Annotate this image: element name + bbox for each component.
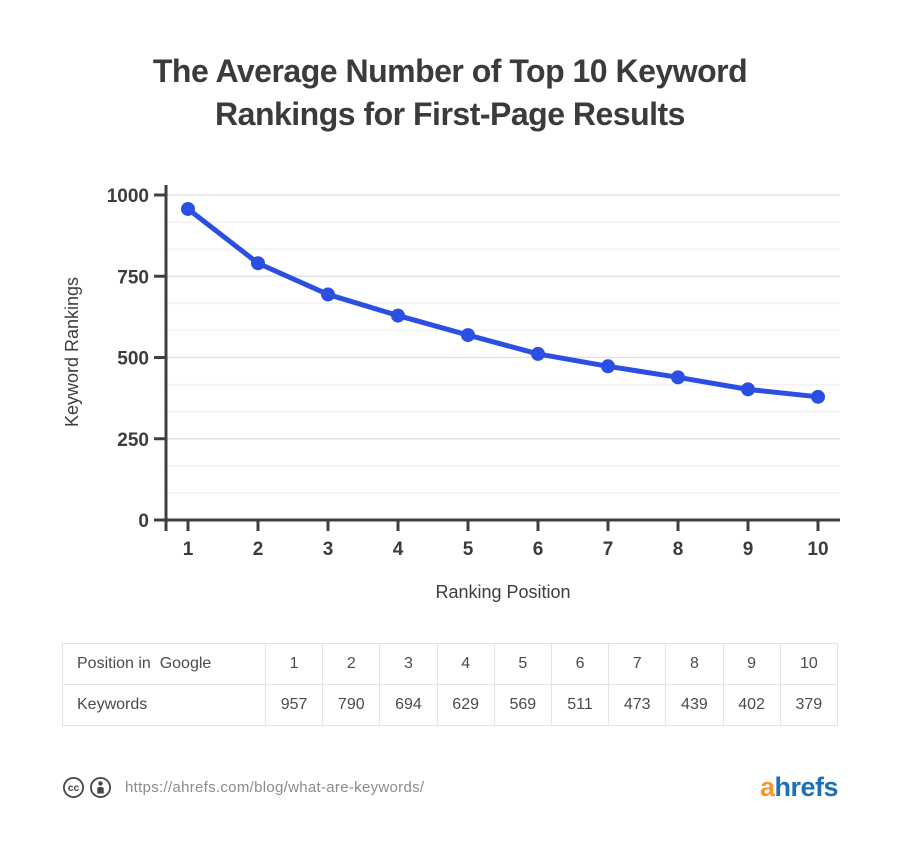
y-tick-label: 500 <box>117 349 149 370</box>
data-point <box>181 201 195 216</box>
cc-icon: cc <box>63 776 84 798</box>
value-cell: 7 <box>608 643 667 685</box>
data-point <box>671 370 685 385</box>
axes <box>154 185 840 531</box>
license-icons: cc <box>62 776 112 799</box>
rankings-table-body: Position in Google 1 2 3 4 5 6 7 8 9 10 Keywords 957… <box>62 643 839 726</box>
y-tick-label: 750 <box>117 267 149 288</box>
y-tick-label: 1000 <box>107 186 149 207</box>
row-label-cell: Keywords <box>62 684 266 726</box>
svg-text:cc: cc <box>68 782 80 793</box>
value-cell: 5 <box>493 643 552 685</box>
x-tick-label: 8 <box>673 539 684 560</box>
data-point <box>531 346 545 361</box>
value-cell: 8 <box>665 643 724 685</box>
y-tick-label: 0 <box>138 511 149 532</box>
data-point <box>461 328 475 343</box>
source-url: https://ahrefs.com/blog/what-are-keyword… <box>125 778 425 796</box>
x-tick-label: 10 <box>807 539 828 560</box>
ahrefs-logo: ahrefs <box>759 771 839 803</box>
x-tick-label: 2 <box>253 539 264 560</box>
x-tick-labels: 1 2 3 4 5 6 7 8 9 10 <box>183 539 829 560</box>
x-tick-label: 6 <box>533 539 544 560</box>
x-tick-label: 4 <box>393 539 404 560</box>
table-row: Position in Google 1 2 3 4 5 6 7 8 9 10 <box>62 643 839 685</box>
ahrefs-logo-a: a <box>759 771 775 802</box>
value-cell: 473 <box>608 684 667 726</box>
line-chart: 0 250 500 750 1000 1 2 3 4 5 6 7 8 9 10 Keyword Ranking… <box>62 185 840 602</box>
x-tick-label: 5 <box>463 539 474 560</box>
data-point <box>251 256 265 271</box>
value-cell: 6 <box>550 643 610 685</box>
value-cell: 3 <box>379 643 438 685</box>
value-cell: 511 <box>550 684 610 726</box>
data-point <box>391 308 405 323</box>
value-cell: 694 <box>379 684 438 726</box>
x-tick-label: 3 <box>323 539 334 560</box>
value-cell: 569 <box>493 684 552 726</box>
attribution-icon <box>90 776 111 798</box>
y-axis-title: Keyword Rankings <box>62 277 82 427</box>
x-tick-label: 1 <box>183 539 194 560</box>
value-cell: 4 <box>436 643 495 685</box>
data-point <box>811 389 825 404</box>
data-point <box>601 359 615 374</box>
x-axis-title: Ranking Position <box>435 582 570 602</box>
data-point <box>741 382 755 397</box>
value-cell: 10 <box>779 643 839 685</box>
data-points <box>181 201 825 404</box>
ahrefs-logo-hrefs: hrefs <box>774 771 838 802</box>
page-title: The Average Number of Top 10 Keyword Ran… <box>0 50 900 136</box>
y-tick-labels: 0 250 500 750 1000 <box>107 186 149 532</box>
row-label-cell: Position in Google <box>62 643 266 685</box>
value-cell: 379 <box>779 684 839 726</box>
data-line <box>185 206 821 400</box>
value-cell: 957 <box>264 684 324 726</box>
y-tick-label: 250 <box>117 430 149 451</box>
value-cell: 629 <box>436 684 495 726</box>
x-tick-label: 9 <box>743 539 754 560</box>
gridlines <box>166 194 840 494</box>
footer: cc https://ahrefs.com/blog/what-are-keyw… <box>62 772 838 802</box>
value-cell: 9 <box>722 643 781 685</box>
rankings-table: Position in Google 1 2 3 4 5 6 7 8 9 10 Keywords 957… <box>62 643 839 726</box>
table-row: Keywords 957 790 694 629 569 511 473 439 402 379 <box>62 684 839 726</box>
value-cell: 2 <box>322 643 381 685</box>
value-cell: 790 <box>322 684 381 726</box>
title-line-1: The Average Number of Top 10 Keyword <box>152 53 748 89</box>
data-point <box>321 287 335 302</box>
value-cell: 439 <box>665 684 724 726</box>
x-tick-label: 7 <box>603 539 614 560</box>
title-line-2: Rankings for First-Page Results <box>215 96 685 132</box>
value-cell: 402 <box>722 684 781 726</box>
value-cell: 1 <box>264 643 324 685</box>
